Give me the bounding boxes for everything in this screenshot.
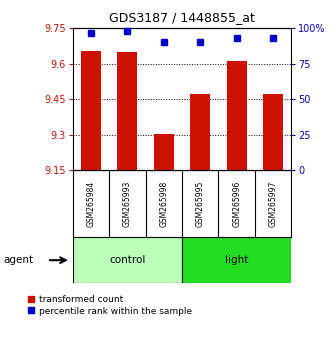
Text: control: control	[109, 255, 146, 265]
Bar	[263, 94, 283, 170]
Bar	[190, 94, 210, 170]
Bar	[118, 52, 137, 170]
Bar	[227, 61, 247, 170]
Bar	[182, 237, 291, 283]
Text: GSM265984: GSM265984	[86, 181, 96, 227]
Legend: transformed count, percentile rank within the sample: transformed count, percentile rank withi…	[27, 295, 192, 315]
Text: GSM265993: GSM265993	[123, 180, 132, 227]
Text: GSM265998: GSM265998	[159, 181, 168, 227]
Text: GSM265995: GSM265995	[196, 180, 205, 227]
Bar	[73, 237, 182, 283]
Bar	[154, 134, 174, 170]
Text: GDS3187 / 1448855_at: GDS3187 / 1448855_at	[109, 11, 255, 24]
Bar	[81, 51, 101, 170]
Text: light: light	[225, 255, 248, 265]
Text: agent: agent	[3, 255, 33, 265]
Text: GSM265997: GSM265997	[268, 180, 278, 227]
Text: GSM265996: GSM265996	[232, 180, 241, 227]
